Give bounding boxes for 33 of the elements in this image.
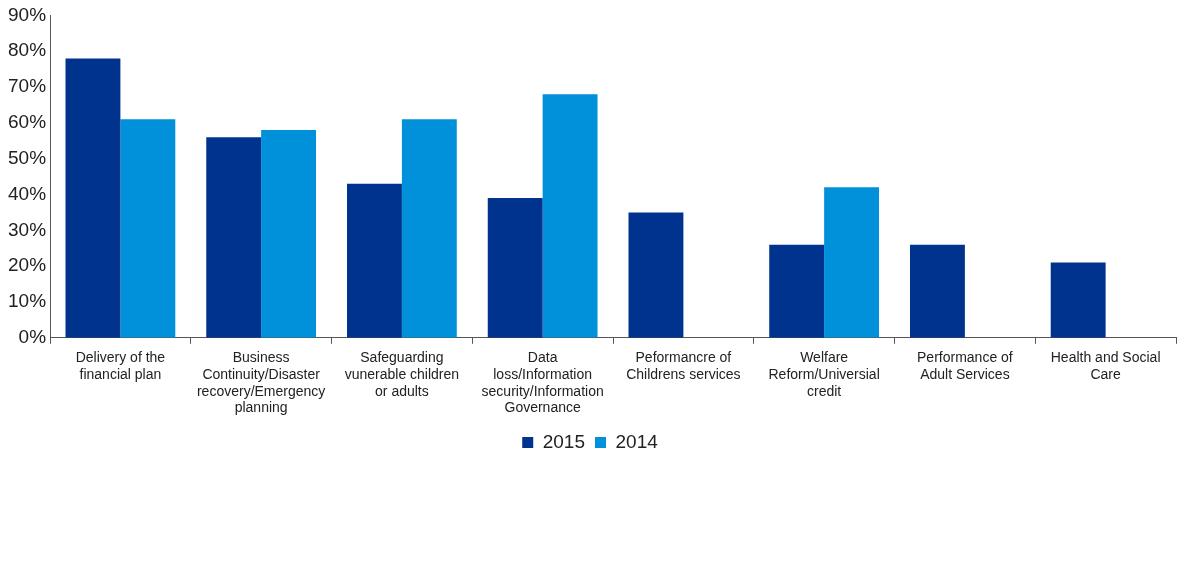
bar: [824, 187, 880, 338]
x-tick-label: Peformancre of Childrens services: [626, 349, 741, 382]
y-tick-label: 20%: [8, 254, 47, 276]
bar: [120, 119, 176, 338]
y-tick-label: 70%: [8, 75, 47, 97]
legend-label: 2015: [542, 430, 586, 452]
legend-label: 2014: [615, 430, 659, 452]
y-tick-label: 60%: [8, 111, 47, 133]
bar: [909, 244, 965, 338]
y-tick-label: 10%: [8, 290, 47, 312]
bar: [1050, 262, 1106, 338]
bar: [261, 130, 317, 338]
y-tick-label: 0%: [18, 326, 47, 348]
x-tick-label: Data loss/Information security/Information Governance: [481, 349, 604, 416]
x-tick-label: Welfare Reform/Universial credit: [768, 349, 880, 399]
bar: [347, 183, 402, 338]
bar: [542, 94, 598, 338]
x-tick-label: Delivery of the financial plan: [75, 349, 166, 382]
bar: [628, 212, 684, 338]
y-tick-label: 30%: [8, 218, 47, 240]
x-tick-label: Health and Social Care: [1050, 349, 1161, 382]
y-tick-label: 40%: [8, 182, 47, 204]
y-tick-label: 50%: [8, 146, 47, 168]
x-tick-label: Business Continuity/Disaster recovery/Emergency planning: [196, 349, 326, 416]
x-tick-label: Safeguarding vunerable children or adults: [344, 349, 460, 399]
x-tick-label: Performance of Adult Services: [917, 349, 1013, 382]
y-tick-label: 90%: [8, 3, 47, 25]
y-tick-label: 80%: [8, 39, 47, 61]
bar: [769, 244, 825, 338]
bar: [206, 137, 262, 338]
bar: [487, 198, 543, 338]
bar: [65, 58, 121, 338]
bar: [401, 119, 457, 338]
